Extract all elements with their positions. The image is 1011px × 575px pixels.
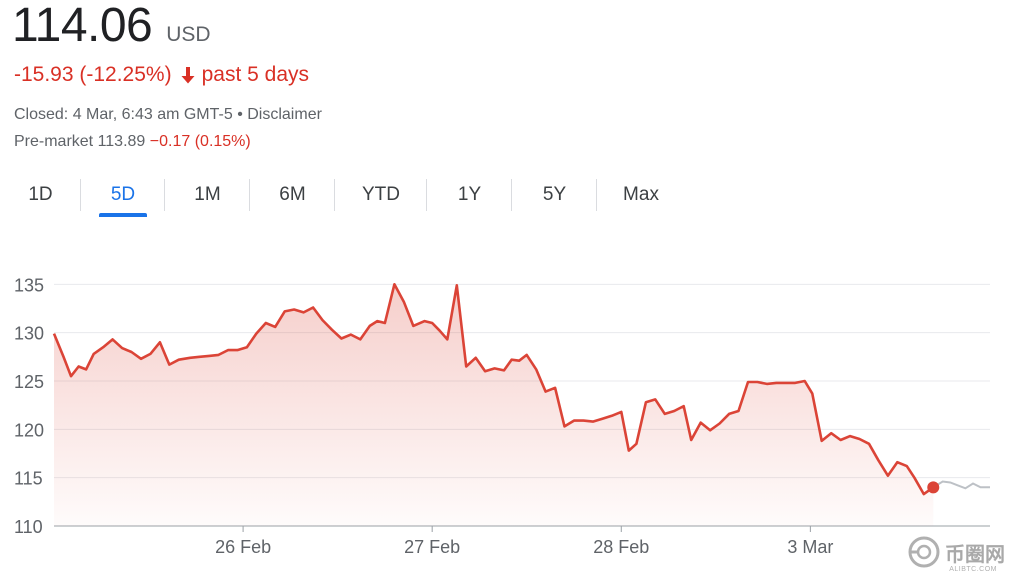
tab-label: YTD [362, 184, 400, 205]
tab-max[interactable]: Max [597, 176, 685, 214]
price-header: 114.06 USD [12, 0, 211, 52]
y-tick-label: 125 [14, 372, 44, 392]
tab-5y[interactable]: 5Y [512, 176, 597, 214]
change-value: -15.93 (-12.25%) [14, 63, 172, 86]
tab-label: 5Y [542, 184, 567, 205]
x-tick-label: 28 Feb [593, 537, 649, 557]
tab-1d[interactable]: 1D [0, 176, 81, 214]
tab-label: 6M [279, 184, 306, 205]
watermark-text: 币圈网 [945, 543, 1005, 566]
watermark-subtext: ALIBTC.COM [949, 566, 997, 573]
premarket-label: Pre-market 113.89 [14, 133, 146, 150]
tab-label: 1Y [457, 184, 482, 205]
currency-label: USD [166, 23, 211, 46]
tab-label: 5D [110, 184, 136, 205]
tab-5d[interactable]: 5D [81, 176, 165, 217]
active-tab-indicator [99, 213, 147, 217]
closed-status: Closed: 4 Mar, 6:43 am GMT-5 • Disclaime… [14, 106, 322, 123]
tab-label: 1D [28, 184, 53, 205]
tab-1m[interactable]: 1M [165, 176, 250, 214]
tab-ytd[interactable]: YTD [335, 176, 427, 214]
tab-1y[interactable]: 1Y [427, 176, 512, 214]
premarket-change: −0.17 (0.15%) [149, 133, 251, 150]
x-tick-label: 27 Feb [404, 537, 460, 557]
price-area-fill [54, 284, 934, 526]
current-price: 114.06 [12, 0, 153, 52]
x-tick-label: 26 Feb [215, 537, 271, 557]
y-tick-label: 130 [14, 324, 44, 344]
watermark-logo: 币圈网 ALIBTC.COM [907, 535, 1005, 573]
arrow-down-icon [180, 65, 196, 85]
x-tick-label: 3 Mar [787, 537, 833, 557]
y-tick-label: 135 [14, 275, 44, 295]
y-tick-label: 115 [14, 469, 43, 489]
y-tick-label: 110 [14, 517, 43, 537]
tab-label: Max [623, 184, 659, 205]
range-tabs: 1D 5D 1M 6M YTD 1Y 5Y Max [0, 176, 685, 218]
tab-6m[interactable]: 6M [250, 176, 335, 214]
premarket-line [932, 480, 990, 490]
premarket-row: Pre-market 113.89 −0.17 (0.15%) [14, 133, 251, 151]
watermark-icon [908, 536, 940, 568]
tab-label: 1M [194, 184, 221, 205]
y-tick-label: 120 [14, 420, 44, 440]
price-chart[interactable]: 110 115 120 125 130 135 26 Feb 27 Feb 28 Feb 3 Ma… [0, 240, 1011, 575]
price-change: -15.93 (-12.25%) past 5 days [14, 63, 309, 87]
price-line [52, 283, 935, 496]
change-period: past 5 days [201, 63, 309, 86]
last-price-marker [927, 481, 940, 494]
